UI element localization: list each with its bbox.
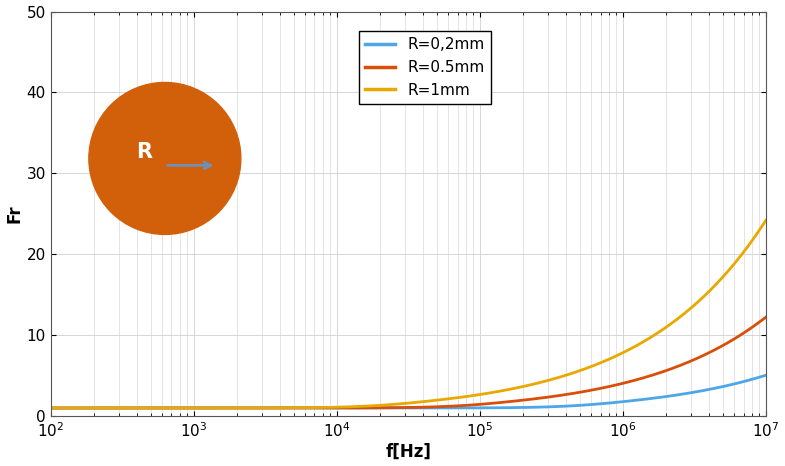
R=0.5mm: [670, 365, 679, 370]
R=0,2mm: [46, 405, 55, 411]
R=0.5mm: [320, 405, 330, 411]
R=0,2mm: [127, 405, 137, 411]
Line: R=0,2mm: R=0,2mm: [50, 375, 765, 408]
Circle shape: [89, 82, 241, 234]
R=0,2mm: [761, 372, 770, 378]
R=1mm: [747, 239, 757, 244]
R=0.5mm: [351, 405, 360, 411]
Legend: R=0,2mm, R=0.5mm, R=1mm: R=0,2mm, R=0.5mm, R=1mm: [359, 31, 491, 104]
Line: R=1mm: R=1mm: [50, 220, 765, 408]
R=0.5mm: [170, 405, 179, 411]
R=0,2mm: [170, 405, 179, 411]
R=0.5mm: [761, 315, 770, 320]
Text: R: R: [136, 142, 152, 162]
R=1mm: [320, 404, 330, 410]
R=0,2mm: [747, 377, 757, 382]
X-axis label: f[Hz]: f[Hz]: [385, 442, 431, 460]
R=1mm: [351, 404, 360, 410]
R=1mm: [170, 405, 179, 411]
R=1mm: [127, 405, 137, 411]
R=0,2mm: [320, 405, 330, 411]
R=0.5mm: [127, 405, 137, 411]
Y-axis label: Fr: Fr: [5, 205, 24, 223]
R=1mm: [670, 318, 679, 324]
R=0.5mm: [747, 325, 757, 330]
R=1mm: [761, 218, 770, 223]
R=0,2mm: [351, 405, 360, 411]
R=0,2mm: [670, 392, 679, 398]
R=0.5mm: [46, 405, 55, 411]
Line: R=0.5mm: R=0.5mm: [50, 317, 765, 408]
R=1mm: [46, 405, 55, 411]
